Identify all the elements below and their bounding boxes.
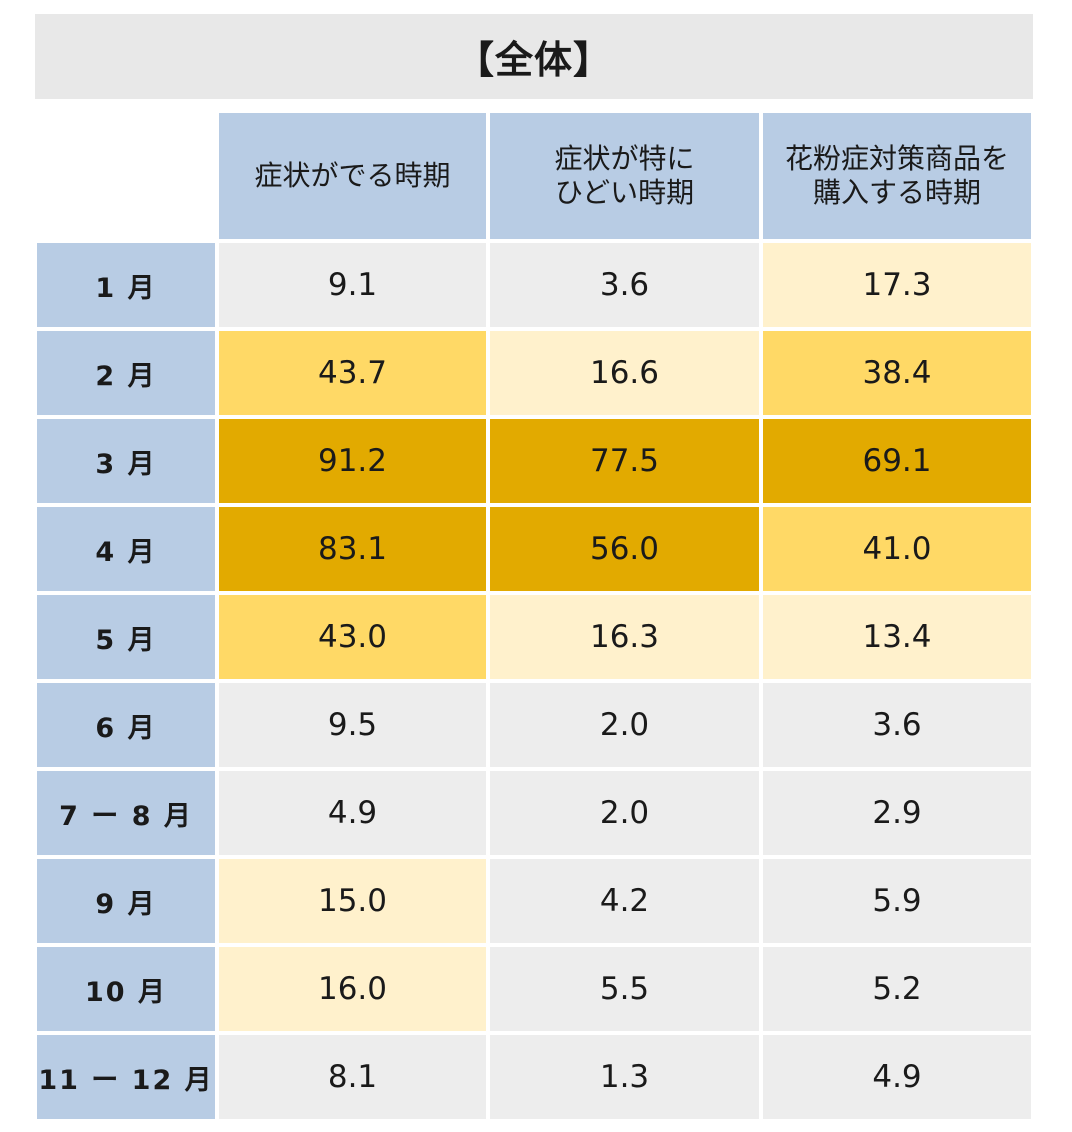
table-cell: 16.3 (488, 593, 761, 681)
row-header: 7 ー 8 月 (35, 769, 217, 857)
table-cell: 83.1 (217, 505, 488, 593)
table-cell: 17.3 (761, 241, 1033, 329)
table-cell: 5.5 (488, 945, 761, 1033)
table-cell: 56.0 (488, 505, 761, 593)
column-header-onset: 症状がでる時期 (217, 111, 488, 241)
table-cell: 2.9 (761, 769, 1033, 857)
table-cell: 43.7 (217, 329, 488, 417)
table-cell: 5.9 (761, 857, 1033, 945)
table-cell: 1.3 (488, 1033, 761, 1121)
table-cell: 4.9 (761, 1033, 1033, 1121)
table-cell: 16.6 (488, 329, 761, 417)
table-cell: 3.6 (761, 681, 1033, 769)
table-cell: 2.0 (488, 769, 761, 857)
row-header: 5 月 (35, 593, 217, 681)
table-cell: 9.1 (217, 241, 488, 329)
table-cell: 4.2 (488, 857, 761, 945)
table-cell: 69.1 (761, 417, 1033, 505)
row-header: 9 月 (35, 857, 217, 945)
table-cell: 77.5 (488, 417, 761, 505)
table-cell: 13.4 (761, 593, 1033, 681)
title-bar: 【全体】 (35, 14, 1033, 99)
table-cell: 41.0 (761, 505, 1033, 593)
row-header: 10 月 (35, 945, 217, 1033)
table-cell: 9.5 (217, 681, 488, 769)
row-header: 2 月 (35, 329, 217, 417)
row-header: 6 月 (35, 681, 217, 769)
table-cell: 3.6 (488, 241, 761, 329)
table-cell: 8.1 (217, 1033, 488, 1121)
row-header: 11 ー 12 月 (35, 1033, 217, 1121)
table-cell: 16.0 (217, 945, 488, 1033)
column-header-severe: 症状が特に ひどい時期 (488, 111, 761, 241)
table-cell: 4.9 (217, 769, 488, 857)
table-cell: 91.2 (217, 417, 488, 505)
row-header: 1 月 (35, 241, 217, 329)
table-cell: 38.4 (761, 329, 1033, 417)
corner-cell (35, 111, 217, 241)
table-cell: 2.0 (488, 681, 761, 769)
table-cell: 5.2 (761, 945, 1033, 1033)
column-header-purchase: 花粉症対策商品を 購入する時期 (761, 111, 1033, 241)
table-title: 【全体】 (455, 38, 612, 82)
row-header: 4 月 (35, 505, 217, 593)
table-cell: 15.0 (217, 857, 488, 945)
row-header: 3 月 (35, 417, 217, 505)
table-cell: 43.0 (217, 593, 488, 681)
